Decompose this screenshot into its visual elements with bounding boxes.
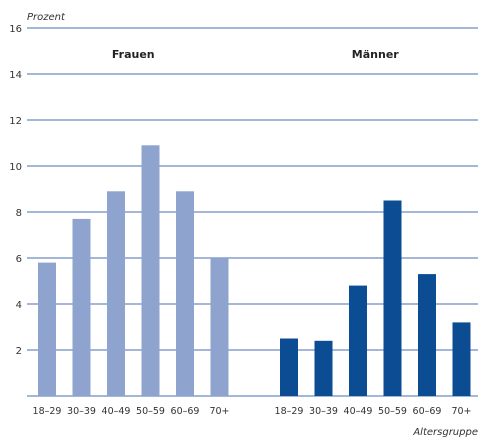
y-tick-label: 16 (9, 24, 22, 35)
x-tick-label: 60–69 (171, 406, 200, 417)
y-tick-label: 2 (16, 346, 22, 357)
x-tick-label: 30–39 (67, 406, 96, 417)
x-tick-label: 40–49 (102, 406, 131, 417)
x-tick-label: 70+ (451, 406, 471, 417)
bar (141, 145, 160, 396)
x-tick-label: 50–59 (136, 406, 165, 417)
labels: 2 4 6 8 10 12 14 16 Frauen 18–29 30–39 40–49 50–59 60… (9, 24, 471, 417)
bar (38, 262, 56, 396)
x-tick-label: 70+ (209, 406, 229, 417)
y-tick-label: 12 (9, 116, 22, 127)
bar (418, 274, 436, 396)
y-tick-label: 8 (16, 208, 22, 219)
bar (383, 200, 402, 396)
y-tick-label: 10 (9, 162, 22, 173)
bar (314, 340, 333, 396)
x-tick-label: 30–39 (309, 406, 338, 417)
x-tick-label: 60–69 (413, 406, 442, 417)
grid-lines (27, 27, 478, 397)
group-title-0: Frauen (112, 48, 155, 61)
group-title-1: Männer (352, 48, 399, 61)
y-tick-label: 6 (16, 254, 22, 265)
bar (452, 322, 471, 396)
bar (349, 285, 367, 396)
y-tick-label: 14 (9, 70, 22, 81)
bar (176, 191, 194, 396)
bars (38, 145, 471, 396)
x-tick-label: 18–29 (275, 406, 304, 417)
y-tick-label: 4 (16, 300, 22, 311)
bar (72, 218, 91, 396)
bar (210, 258, 229, 396)
x-axis-label: Altersgruppe (412, 427, 478, 438)
x-tick-label: 50–59 (378, 406, 407, 417)
bar (280, 338, 298, 396)
y-axis-label: Prozent (27, 12, 66, 23)
x-tick-label: 40–49 (344, 406, 373, 417)
x-tick-label: 18–29 (33, 406, 62, 417)
bar (107, 191, 125, 396)
